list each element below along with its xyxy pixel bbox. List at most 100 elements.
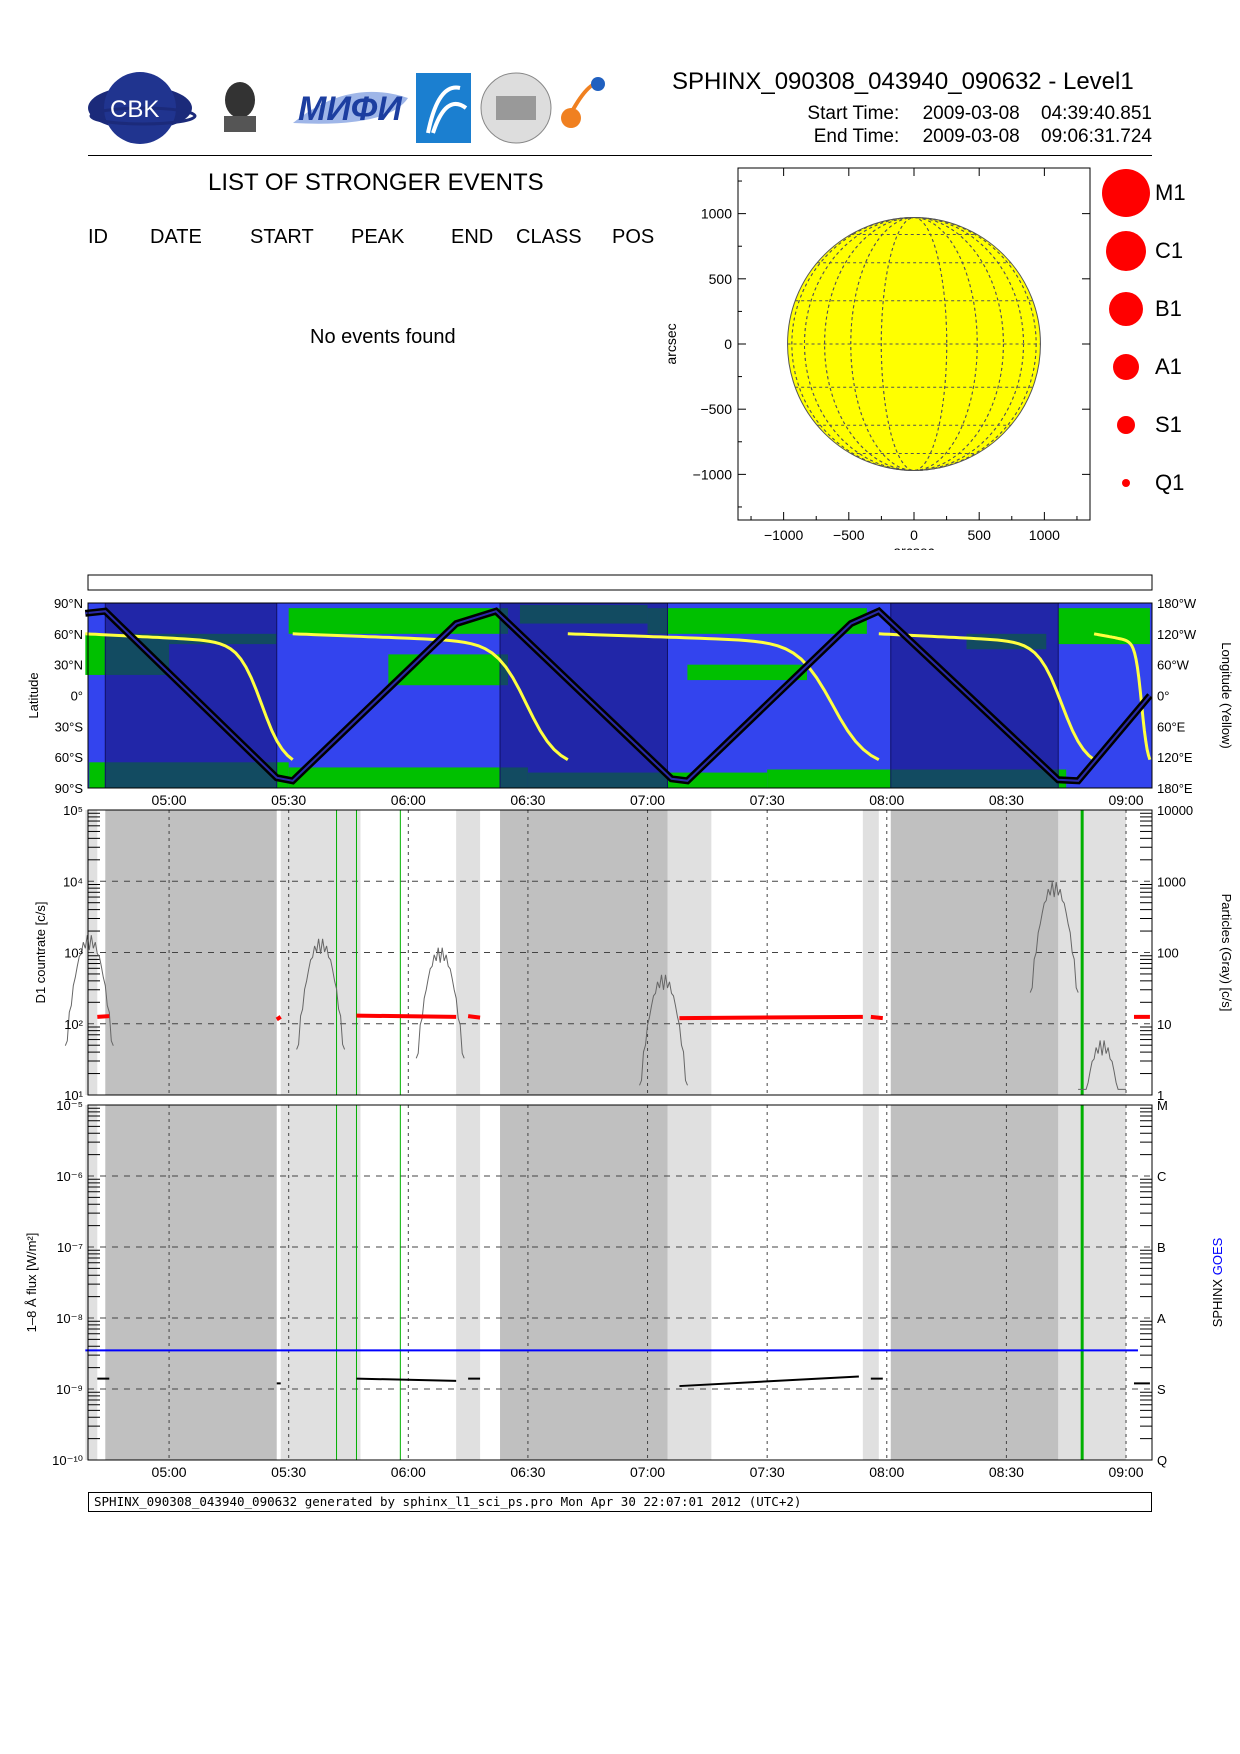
longitude-line [791, 217, 1037, 471]
legend-label-m1: M1 [1155, 180, 1186, 205]
d1-countrate-segment [356, 1013, 457, 1019]
start-time-label: Start Time: [807, 103, 900, 124]
legend-dot-m1 [1102, 169, 1150, 217]
shade-light [456, 1105, 481, 1460]
particles-y-tick-label: 1000 [1157, 874, 1186, 889]
particles-peak [639, 974, 688, 1086]
header-divider [88, 155, 1152, 156]
land-patch [647, 608, 867, 634]
longitude-curve [292, 632, 569, 761]
orbit-y-tick-label-right: 0° [1157, 689, 1169, 704]
disk-y-tick-label: −1000 [693, 466, 733, 482]
orbit-map-frame [87, 602, 1153, 789]
particles-peak [64, 935, 114, 1046]
particles-y-tick-label: 100 [1157, 946, 1179, 961]
disk-y-tick-label: 1000 [701, 206, 732, 222]
disk-x-label: arcsec [893, 543, 934, 550]
flux-panel: 10⁻⁵ M 10⁻⁶ C 10⁻⁷ B 10⁻⁸ A 10⁻⁹ S 10⁻¹⁰ Q 1–8 Å flu… [24, 1098, 1225, 1480]
orbit-y-label-right: Longitude (Yellow) [1219, 642, 1234, 748]
orbit-y-tick-label: 30°S [55, 719, 84, 734]
longitude-line [824, 217, 1004, 471]
countrate-y-tick-label: 10⁴ [63, 874, 83, 889]
orbit-x-tick-label: 05:00 [152, 792, 187, 808]
countrate-y-tick-label: 10⁵ [63, 803, 83, 818]
end-time: 09:06:31.724 [1041, 126, 1152, 147]
longitude-curve [567, 632, 880, 762]
particles-peak [415, 947, 465, 1059]
legend-label-c1: C1 [1155, 238, 1184, 263]
d1-countrate-segment [870, 1014, 884, 1021]
end-date: 2009-03-08 [922, 126, 1020, 147]
flux-y-tick-label: 10⁻⁶ [56, 1169, 83, 1184]
shade-dark [105, 1105, 277, 1460]
flux-class-label: S [1157, 1382, 1166, 1397]
lebedev-logo [224, 82, 256, 132]
shade-light [1058, 810, 1127, 1095]
flux-x-tick-label: 05:30 [271, 1464, 306, 1480]
disk-grid [787, 217, 1041, 471]
orbit-x-tick-label: 06:30 [510, 792, 545, 808]
disk-x-tick-label: 500 [968, 527, 992, 543]
flux-x-tick-label: 06:30 [510, 1464, 545, 1480]
d1-countrate-segment [467, 1014, 481, 1020]
land-patch [1058, 608, 1150, 645]
col-class: CLASS [516, 226, 582, 248]
d1-countrate-segment [97, 1014, 110, 1019]
footer-box: SPHINX_090308_043940_090632 generated by… [88, 1492, 1152, 1512]
col-date: DATE [150, 226, 202, 248]
countrate-frame [87, 809, 1153, 1096]
footer-text: SPHINX_090308_043940_090632 generated by… [94, 1494, 802, 1509]
legend-dot-s1 [1117, 416, 1135, 434]
flux-y-tick-label: 10⁻⁷ [57, 1240, 83, 1255]
logo-strip: CBK МИФИ [88, 68, 648, 148]
legend-dot-c1 [1106, 231, 1146, 271]
flux-class-label: Q [1157, 1453, 1167, 1468]
sphinx-flux-segment [679, 1375, 859, 1388]
solar-disk-chart: −1000 −500 0 500 1000 −1000 −500 0 500 1000 arcsec… [663, 167, 1091, 550]
orbit-y-tick-label-right: 60°E [1157, 719, 1186, 734]
land-patch [288, 767, 528, 788]
events-title: LIST OF STRONGER EVENTS [208, 169, 544, 196]
flux-x-tick-label: 05:00 [152, 1464, 187, 1480]
disk-x-tick-label: 0 [910, 527, 918, 543]
col-peak: PEAK [351, 226, 405, 248]
particles-peak [1029, 882, 1079, 993]
orbit-x-tick-label: 09:00 [1108, 792, 1143, 808]
shade-dark [500, 1105, 668, 1460]
orbit-y-tick-label: 60°S [55, 750, 84, 765]
flux-class-label: C [1157, 1169, 1166, 1184]
start-time-row: Start Time: 2009-03-08 04:39:40.851 [807, 103, 1152, 125]
sphinx-legend-label: SPHINX [1210, 1275, 1225, 1327]
flux-y-tick-label: 10⁻¹⁰ [52, 1453, 83, 1468]
orbit-y-tick-label-right: 120°E [1157, 750, 1193, 765]
orbit-x-tick-label: 05:30 [271, 792, 306, 808]
orbit-y-tick-label-right: 120°W [1157, 627, 1197, 642]
orbit-x-tick-label: 07:30 [750, 792, 785, 808]
orbit-y-tick-label: 30°N [54, 658, 83, 673]
particles-y-tick-label: 10000 [1157, 803, 1193, 818]
col-id: ID [88, 226, 108, 248]
orbit-y-label: Latitude [26, 672, 41, 718]
shade-light [659, 1105, 712, 1460]
flux-x-tick-label: 08:30 [989, 1464, 1024, 1480]
orbit-y-tick-label-right: 180°W [1157, 596, 1197, 611]
legend-label-b1: B1 [1155, 296, 1182, 321]
legend-dot-a1 [1113, 354, 1139, 380]
flux-class-label: M [1157, 1098, 1168, 1113]
sun-logo [561, 77, 605, 128]
flux-x-tick-label: 07:30 [750, 1464, 785, 1480]
orbit-y-tick-label: 90°S [55, 781, 84, 796]
countrate-y-tick-label: 10¹ [64, 1088, 83, 1103]
flux-class-label: A [1157, 1311, 1166, 1326]
flux-y-tick-label: 10⁻⁵ [56, 1098, 83, 1113]
orbit-y-tick-label-right: 180°E [1157, 781, 1193, 796]
disk-y-tick-label: 500 [709, 271, 733, 287]
land-patch [687, 664, 808, 681]
disk-x-tick-label: −500 [833, 527, 865, 543]
longitude-curves [85, 632, 1152, 762]
flare-class-legend: M1 C1 B1 A1 S1 Q1 [1100, 165, 1200, 535]
end-time-row: End Time: 2009-03-08 09:06:31.724 [814, 126, 1152, 148]
disk-y-tick-label: 0 [724, 336, 732, 352]
flux-y-label-right: SPHINX GOES [1210, 1237, 1225, 1327]
flux-y-tick-label: 10⁻⁸ [56, 1311, 83, 1326]
